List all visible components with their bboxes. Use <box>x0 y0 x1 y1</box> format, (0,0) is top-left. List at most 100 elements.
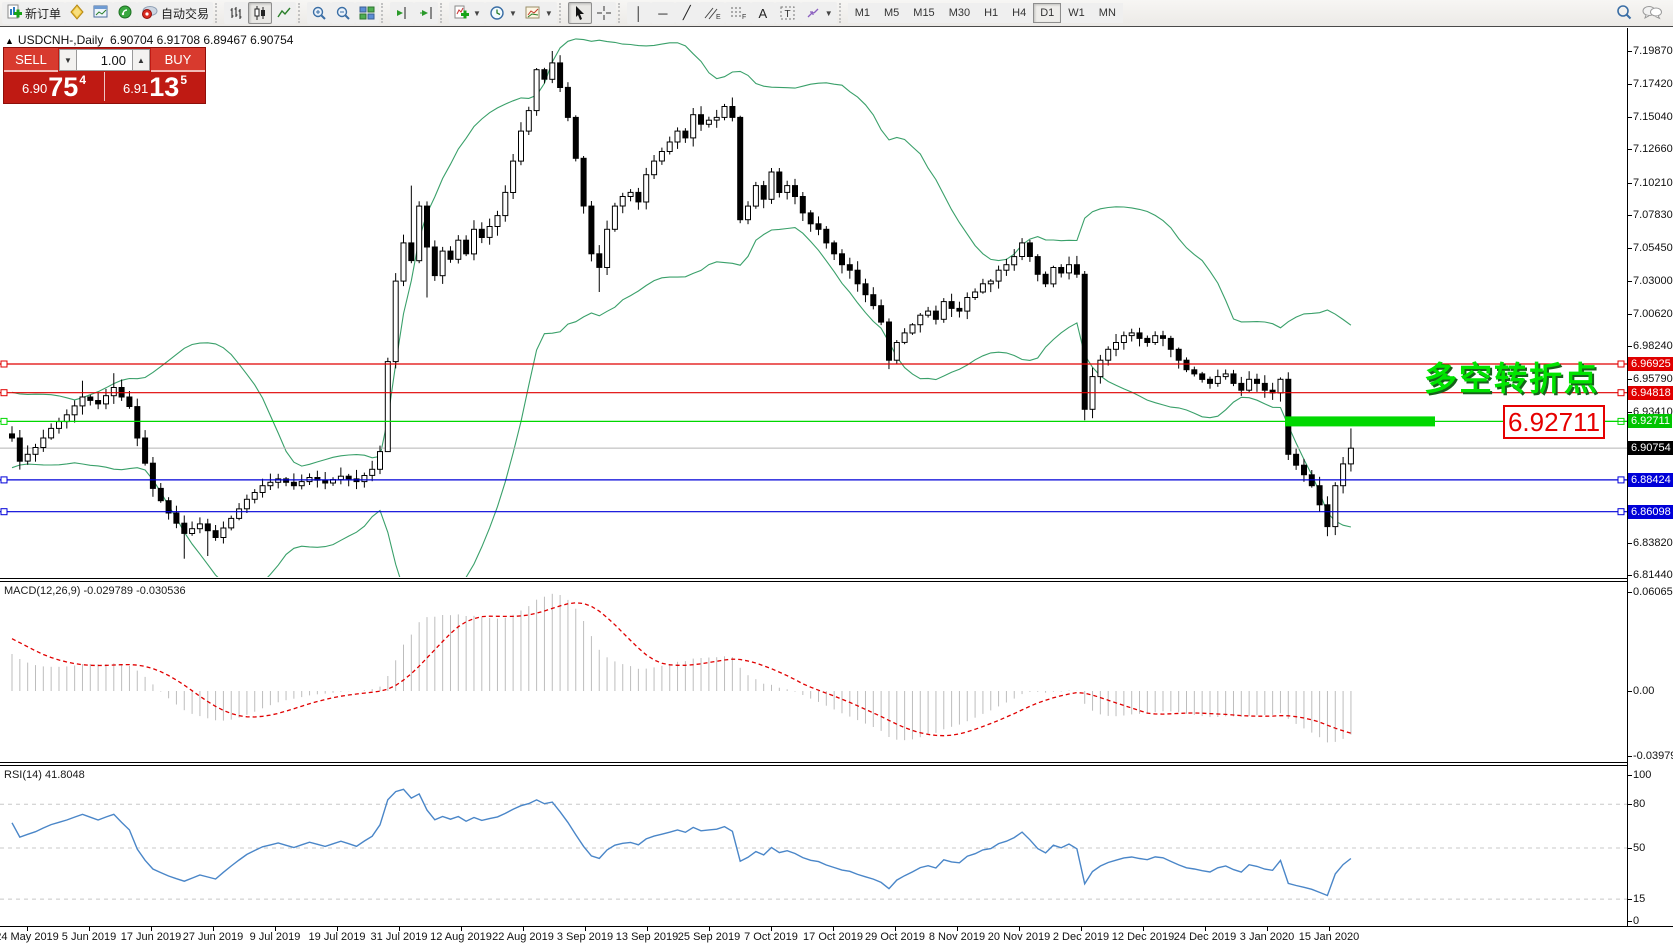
timeframe-w1[interactable]: W1 <box>1061 3 1092 23</box>
price-level-label[interactable]: 6.92711 <box>1503 405 1605 439</box>
candle-body <box>384 361 391 453</box>
macd-pane[interactable] <box>11 593 1352 743</box>
timeframe-d1[interactable]: D1 <box>1033 3 1062 23</box>
support-zone-rectangle[interactable] <box>1285 416 1435 427</box>
text-label-button[interactable]: T <box>774 2 801 24</box>
line-handle[interactable] <box>0 476 8 484</box>
macd-tick: 0.00 <box>1633 685 1655 697</box>
vertical-line-button[interactable]: │ <box>626 2 651 24</box>
candle-body <box>369 468 376 476</box>
line-handle[interactable] <box>1617 508 1625 516</box>
new-order-button[interactable]: 新订单 <box>2 2 66 24</box>
tile-windows-button[interactable] <box>355 2 380 24</box>
candle-body <box>275 478 282 483</box>
fibonacci-button[interactable]: F <box>724 2 751 24</box>
candle-body <box>674 130 681 143</box>
axis-tick <box>1628 691 1632 692</box>
time-axis[interactable]: 24 May 2019 5 Jun 2019 17 Jun 2019 27 Jun 2… <box>0 927 1673 948</box>
axis-tick <box>1628 281 1632 283</box>
volume-decrease-button[interactable]: ▼ <box>59 49 77 71</box>
trendline-button[interactable]: ╱ <box>674 2 699 24</box>
candle-body <box>698 114 704 125</box>
text-button[interactable]: A <box>750 2 775 24</box>
candle-body <box>518 130 524 162</box>
time-label: 3 Jan 2020 <box>1239 931 1295 943</box>
search-icon[interactable] <box>1615 3 1633 24</box>
line-handle[interactable] <box>0 389 8 397</box>
price-axis[interactable]: 7.19870 7.17420 7.15040 7.12660 7.10210 7.078… <box>1628 28 1673 927</box>
autotrading-button[interactable]: 自动交易 <box>137 2 214 24</box>
cursor-button[interactable] <box>567 2 592 24</box>
buy-button[interactable]: BUY <box>151 48 205 72</box>
auto-scroll-button[interactable] <box>414 2 439 24</box>
axis-tick <box>1628 247 1632 249</box>
sell-button[interactable]: SELL <box>4 48 58 72</box>
volume-increase-button[interactable]: ▲ <box>132 49 150 71</box>
price-tick: 7.05450 <box>1633 241 1673 254</box>
chart-area[interactable]: ▲ USDCNH-,Daily 6.90704 6.91708 6.89467 6… <box>0 28 1673 948</box>
axis-tick <box>647 927 648 931</box>
rsi-pane[interactable] <box>0 788 1627 900</box>
channel-button[interactable]: E <box>698 2 725 24</box>
candlestick-chart-button[interactable] <box>248 2 273 24</box>
candle-body <box>705 119 712 125</box>
timeframe-h1[interactable]: H1 <box>977 3 1006 23</box>
chart-canvas[interactable] <box>0 0 1627 948</box>
candle-body <box>940 301 947 320</box>
candle-body <box>1191 369 1198 375</box>
signals-button[interactable] <box>113 2 138 24</box>
time-label: 25 Sep 2019 <box>677 931 741 943</box>
candle-body <box>1073 264 1080 275</box>
timeframe-m15[interactable]: M15 <box>906 3 942 23</box>
bar-chart-button[interactable] <box>224 2 249 24</box>
horizontal-line-icon: ─ <box>658 5 668 21</box>
zoom-out-button[interactable] <box>331 2 356 24</box>
crosshair-button[interactable] <box>591 2 616 24</box>
axis-tick <box>1628 346 1632 348</box>
toolbar: 新订单 自动交易 ▼ ▼ ▼ │ ─ <box>0 0 1673 27</box>
buy-price[interactable]: 6.91 13 5 <box>105 72 205 101</box>
candle-body <box>1246 378 1253 391</box>
time-label: 24 Dec 2019 <box>1173 931 1237 943</box>
candle-body <box>1113 342 1119 350</box>
candle-body <box>1277 378 1284 394</box>
timeframe-m5[interactable]: M5 <box>877 3 907 23</box>
chevron-down-icon: ▼ <box>544 8 553 18</box>
axis-tick <box>1628 848 1632 849</box>
line-handle[interactable] <box>1617 389 1625 397</box>
chat-icon[interactable] <box>1641 3 1663 24</box>
price-tick: 7.10210 <box>1633 176 1673 189</box>
timeframe-h4[interactable]: H4 <box>1005 3 1034 23</box>
new-chart-button[interactable] <box>89 2 114 24</box>
price-tick: 6.98240 <box>1633 340 1673 353</box>
sell-price[interactable]: 6.90 75 4 <box>4 72 105 101</box>
line-handle[interactable] <box>0 508 8 516</box>
volume-input[interactable]: 1.00 <box>77 49 132 71</box>
turning-point-annotation[interactable]: 多空转折点 <box>1424 359 1599 398</box>
pane-separator-macd[interactable] <box>0 578 1627 582</box>
time-label: 20 Nov 2019 <box>987 931 1051 943</box>
line-chart-button[interactable] <box>272 2 297 24</box>
timeframe-m30[interactable]: M30 <box>941 3 978 23</box>
timeframe-m1[interactable]: M1 <box>847 3 877 23</box>
collapse-triangle-icon[interactable]: ▲ <box>5 36 14 46</box>
line-handle[interactable] <box>1617 476 1625 484</box>
chart-styler-button[interactable] <box>65 2 90 24</box>
indicators-button[interactable]: ▼ <box>449 2 485 24</box>
candle-body <box>588 205 595 255</box>
zoom-in-button[interactable] <box>307 2 332 24</box>
line-handle[interactable] <box>0 360 8 368</box>
axis-tick <box>275 927 276 931</box>
periods-button[interactable]: ▼ <box>484 2 521 24</box>
pane-separator-rsi[interactable] <box>0 762 1627 766</box>
templates-button[interactable]: ▼ <box>520 2 557 24</box>
horizontal-line-button[interactable]: ─ <box>650 2 675 24</box>
line-handle[interactable] <box>0 417 8 425</box>
arrows-button[interactable]: ▼ <box>800 2 837 24</box>
chart-shift-button[interactable] <box>390 2 415 24</box>
line-handle[interactable] <box>1617 360 1625 368</box>
price-tick: 7.17420 <box>1633 78 1673 91</box>
time-label: 17 Jun 2019 <box>120 931 182 943</box>
main-pane[interactable] <box>0 38 1627 615</box>
timeframe-mn[interactable]: MN <box>1091 3 1123 23</box>
